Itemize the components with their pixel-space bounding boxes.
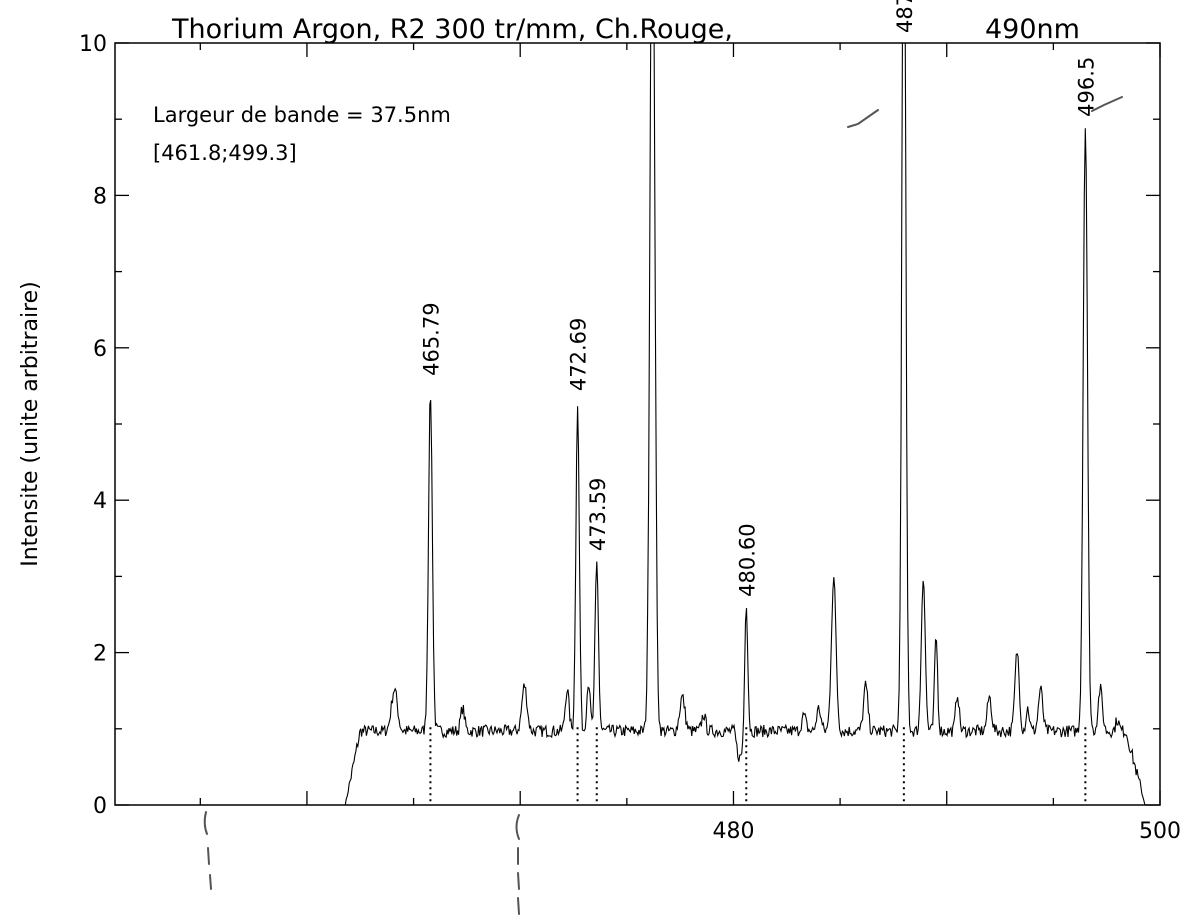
chart-title-wavelength: 490nm [985,14,1080,45]
peak-label: 487.99 [893,0,917,33]
pencil-dash-mark [515,814,520,840]
y-tick-label: 0 [93,794,107,819]
y-tick-label: 6 [93,337,107,362]
peak-label: 473.59 [586,478,610,551]
range-annotation: [461.8;499.3] [153,141,297,165]
peak-label: 480.60 [735,523,759,596]
x-tick-label: 480 [712,819,754,844]
handwritten-marks [203,96,1123,915]
y-tick-label: 10 [79,32,107,57]
peak-labels: 465.79 472.69 473.59 480.60 487.99 496.5 [419,0,1098,597]
y-axis: 0 2 4 6 8 10 [79,32,1160,819]
y-axis-label: Intensite (unite arbitraire) [18,281,43,567]
chart-title: Thorium Argon, R2 300 tr/mm, Ch.Rouge, [171,14,733,45]
y-tick-label: 4 [93,489,107,514]
peak-label: 496.5 [1074,57,1098,117]
pencil-dash-mark [203,811,208,835]
peak-drop-lines [429,727,1087,803]
y-tick-label: 2 [93,642,107,667]
peak-label: 465.79 [419,302,443,375]
bandwidth-annotation: Largeur de bande = 37.5nm [153,103,451,127]
pencil-dash-mark [209,874,212,890]
x-tick-label: 500 [1139,819,1181,844]
pencil-arrow-mark [1091,96,1123,112]
spectrum-line [344,43,1147,805]
pencil-dash-mark [207,847,210,865]
y-tick-label: 8 [93,184,107,209]
x-axis: 480 500 [199,43,1181,844]
pencil-dash-mark [517,872,520,890]
peak-label: 472.69 [567,318,591,391]
pencil-arrow-mark [847,109,879,128]
pencil-dash-mark [517,897,520,915]
